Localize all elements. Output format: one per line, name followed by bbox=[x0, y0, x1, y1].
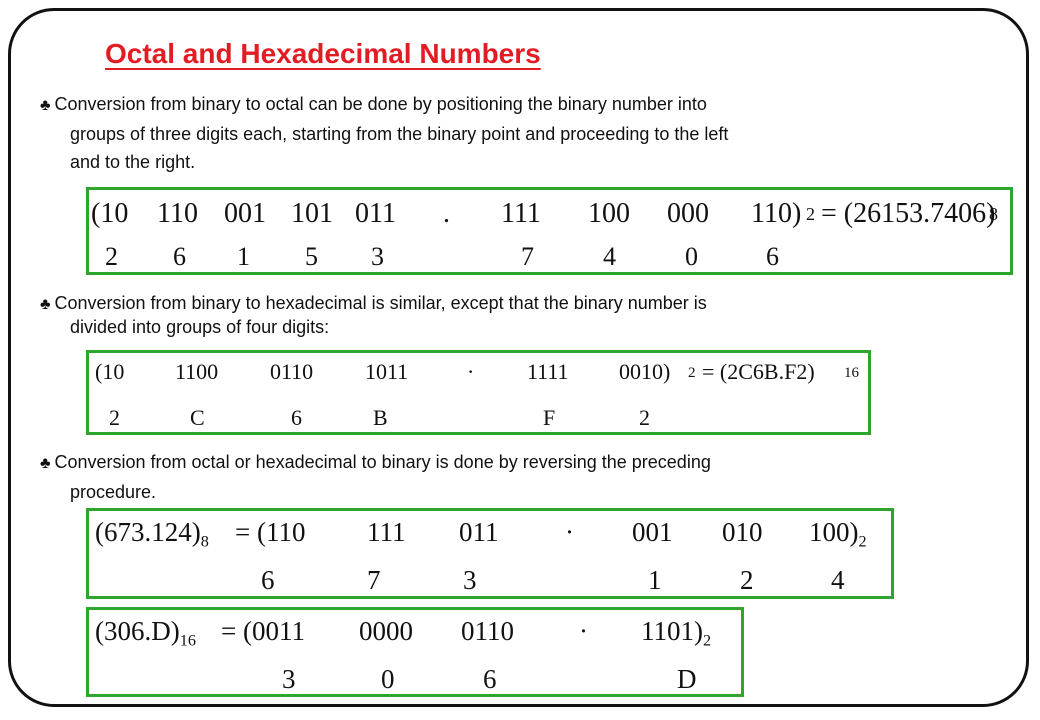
paragraph-binary-to-octal: ♣ Conversion from binary to octal can be … bbox=[40, 90, 728, 176]
paragraph-line: and to the right. bbox=[70, 152, 196, 172]
club-bullet-icon: ♣ bbox=[40, 296, 51, 313]
club-bullet-icon: ♣ bbox=[40, 455, 51, 472]
paragraph-line: procedure. bbox=[70, 482, 157, 502]
paragraph-to-binary: ♣ Conversion from octal or hexadecimal to… bbox=[40, 448, 711, 506]
paragraph-line: Conversion from binary to hexadecimal is… bbox=[54, 293, 707, 313]
paragraph-binary-to-hex: ♣ Conversion from binary to hexadecimal i… bbox=[40, 292, 707, 338]
paragraph-line: divided into groups of four digits: bbox=[70, 317, 330, 337]
example-binary-to-hex: (10 1100 0110 1011 · 1111 0010) 2 = (2C6… bbox=[86, 350, 871, 435]
example-hex-to-binary: (306.D)16 = (0011 0000 0110 · 1101)2 3 0… bbox=[86, 607, 744, 697]
paragraph-line: groups of three digits each, starting fr… bbox=[70, 124, 729, 144]
slide-title: Octal and Hexadecimal Numbers bbox=[105, 38, 541, 69]
paragraph-line: Conversion from octal or hexadecimal to … bbox=[54, 452, 711, 472]
club-bullet-icon: ♣ bbox=[40, 97, 51, 114]
paragraph-line: Conversion from binary to octal can be d… bbox=[54, 94, 707, 114]
example-octal-to-binary: (673.124)8 = (110 111 011 · 001 010 100)… bbox=[86, 508, 894, 599]
example-binary-to-octal: (10 110 001 101 011 . 111 100 000 110) 2… bbox=[86, 187, 1013, 275]
